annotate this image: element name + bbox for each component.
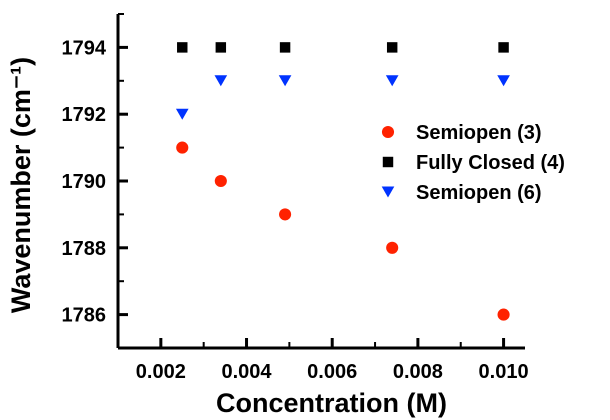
data-point	[386, 241, 399, 254]
data-point	[386, 42, 398, 53]
data-point	[175, 108, 189, 120]
series-2	[175, 75, 510, 120]
y-tick-label: 1792	[62, 104, 107, 126]
axes: 1786 1788 1790 1792 1794 0.002 0.004 0.006 0.008…	[62, 13, 529, 383]
legend-marker	[381, 125, 395, 139]
series-0	[176, 141, 510, 321]
x-tick-label: 0.010	[479, 361, 529, 383]
data-point	[214, 75, 228, 87]
series-1	[177, 42, 509, 53]
data-point	[176, 141, 189, 154]
data-point	[214, 174, 227, 188]
y-tick-label: 1794	[62, 37, 107, 59]
legend-marker	[381, 186, 395, 198]
data-point	[278, 75, 292, 87]
x-tick-label: 0.006	[307, 361, 357, 383]
legend-label: Semiopen (3)	[416, 122, 542, 144]
x-tick-label: 0.002	[136, 361, 186, 383]
data-point	[279, 208, 292, 221]
data-point	[215, 42, 227, 53]
y-tick-label: 1788	[62, 238, 107, 260]
legend-label: Fully Closed (4)	[416, 152, 565, 174]
legend-marker	[382, 156, 394, 168]
legend-box	[366, 112, 610, 210]
x-tick-label: 0.008	[393, 361, 443, 383]
x-tick-label: 0.004	[221, 361, 272, 383]
x-axis-title: Concentration (M)	[216, 388, 447, 418]
data-point	[279, 42, 291, 53]
legend: Semiopen (3) Fully Closed (4) Semiopen (6)	[366, 112, 610, 210]
data-marks	[175, 42, 510, 321]
y-tick-label: 1790	[62, 171, 107, 193]
data-point	[497, 308, 510, 321]
data-point	[498, 42, 509, 53]
data-point	[497, 75, 510, 87]
y-tick-label: 1786	[62, 305, 107, 327]
data-point	[385, 75, 399, 87]
legend-label: Semiopen (6)	[416, 182, 542, 204]
y-axis-title: Wavenumber (cm⁻¹)	[6, 57, 36, 313]
data-point	[177, 42, 188, 53]
